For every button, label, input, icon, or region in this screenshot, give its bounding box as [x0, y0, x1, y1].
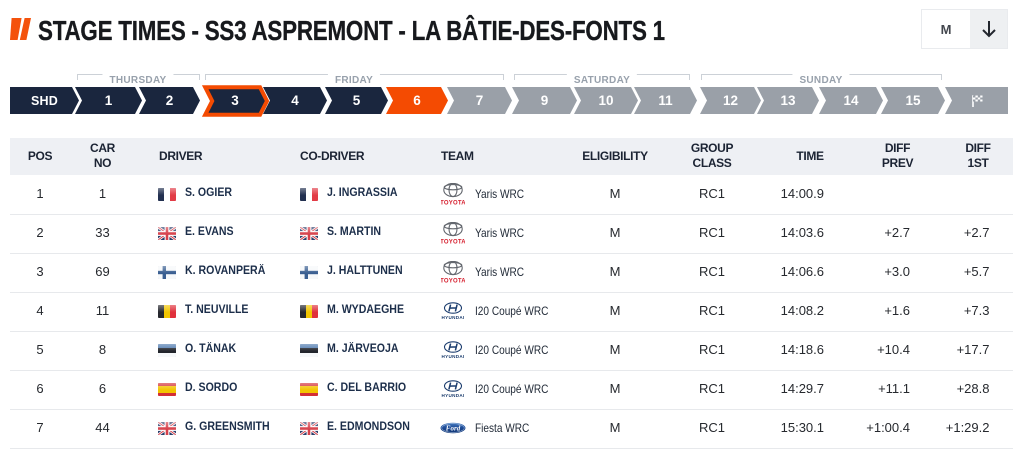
svg-text:HYUNDAI: HYUNDAI: [441, 393, 464, 398]
svg-text:HYUNDAI: HYUNDAI: [441, 354, 464, 359]
svg-text:TOYOTA: TOYOTA: [441, 239, 465, 245]
svg-text:TOYOTA: TOYOTA: [441, 278, 465, 284]
svg-text:HYUNDAI: HYUNDAI: [441, 315, 464, 320]
svg-text:TOYOTA: TOYOTA: [441, 200, 465, 206]
svg-text:Ford: Ford: [445, 425, 460, 433]
